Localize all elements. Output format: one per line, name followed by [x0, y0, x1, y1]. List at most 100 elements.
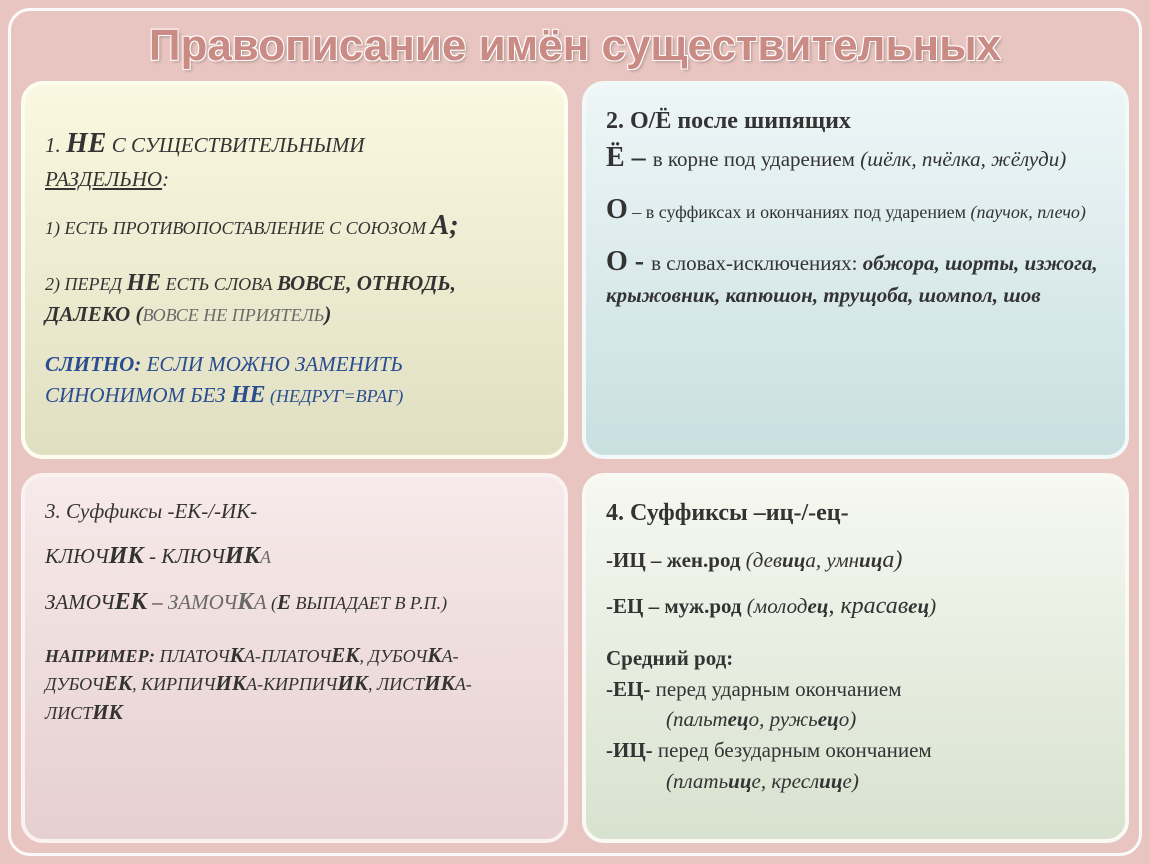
- outer-frame: Правописание имён существительных 1. НЕ …: [8, 8, 1142, 856]
- t: ЕК: [115, 589, 147, 615]
- card-ek-ik: 3. Суффиксы -ЕК-/-ИК- КЛЮЧИК - КЛЮЧИКА З…: [21, 473, 568, 843]
- c4-mid: Средний род:: [606, 644, 1105, 672]
- t: иц: [782, 548, 805, 572]
- c1-line4: 2) ПЕРЕД НЕ ЕСТЬ СЛОВА ВОВСЕ, ОТНЮДЬ, ДА…: [45, 267, 544, 328]
- c1-line5: СЛИТНО: ЕСЛИ МОЖНО ЗАМЕНИТЬ СИНОНИМОМ БЕ…: [45, 350, 544, 411]
- t: -ИЦ-: [606, 738, 658, 762]
- c3-r2: ЗАМОЧЕК – ЗАМОЧКА (Е ВЫПАДАЕТ В Р.П.): [45, 586, 544, 618]
- t: иц: [859, 548, 882, 572]
- t: (: [267, 593, 278, 613]
- t: ): [929, 594, 936, 618]
- c2-r3b: в словах-исключениях:: [651, 251, 863, 275]
- c1-p1a: 1) ЕСТЬ ПРОТИВОПОСТАВЛЕНИЕ С СОЮЗОМ: [45, 218, 431, 238]
- c3-r1: КЛЮЧИК - КЛЮЧИКА: [45, 540, 544, 572]
- t: иц: [728, 769, 751, 793]
- c2-o1: О: [606, 194, 628, 225]
- t: ВЫПАДАЕТ В Р.П.): [291, 593, 447, 613]
- t: -ИЦ – жен.род: [606, 548, 746, 572]
- c1-cp: ): [324, 302, 331, 326]
- c1-ne3: НЕ: [231, 382, 266, 408]
- c2-r2c: (паучок, плечо): [971, 202, 1086, 222]
- c1-ne: НЕ: [66, 128, 106, 159]
- t: е, кресл: [752, 769, 820, 793]
- c1-colon: :: [162, 167, 169, 191]
- t: ИК: [424, 671, 455, 695]
- c1-a: А;: [431, 210, 459, 241]
- t: ИК: [216, 671, 247, 695]
- t: ИК: [109, 543, 144, 569]
- t: , ЛИСТ: [368, 674, 424, 694]
- t: А: [254, 590, 267, 614]
- t: перед безударным окончанием: [658, 738, 932, 762]
- t: К: [427, 643, 441, 667]
- t: ПЛАТОЧ: [155, 646, 230, 666]
- t: -ЕЦ-: [606, 677, 656, 701]
- c1-num: 1.: [45, 133, 66, 157]
- t: ИК: [337, 671, 368, 695]
- c1-ne2: НЕ: [126, 270, 161, 296]
- c1-ex: ВОВСЕ НЕ ПРИЯТЕЛЬ: [142, 305, 324, 325]
- t: (пальт: [666, 707, 728, 731]
- c1-slitno: СЛИТНО:: [45, 352, 141, 376]
- t: а, умн: [805, 548, 859, 572]
- t: ЗАМОЧ: [168, 590, 238, 614]
- c1-ned: (НЕДРУГ=ВРАГ): [266, 386, 404, 406]
- t: а): [882, 547, 902, 573]
- card-its-ets: 4. Суффиксы –иц-/-ец- -ИЦ – жен.род (дев…: [582, 473, 1129, 843]
- c2-r2b: – в суффиксах и окончаниях под ударением: [628, 202, 971, 222]
- c4-r1: -ИЦ – жен.род (девица, умница): [606, 544, 1105, 576]
- c1-p2c: ЕСТЬ СЛОВА: [161, 274, 277, 294]
- c2-r2: О – в суффиксах и окончаниях под ударени…: [606, 191, 1105, 229]
- t: , ДУБОЧ: [359, 646, 427, 666]
- t: А: [260, 547, 271, 567]
- t: , красав: [828, 593, 908, 619]
- t: К: [230, 643, 244, 667]
- t: ЕК: [104, 671, 132, 695]
- t: Е: [277, 590, 291, 614]
- c4-r3: -ЕЦ- перед ударным окончанием: [606, 675, 1105, 704]
- t: - КЛЮЧ: [144, 544, 225, 568]
- t: ИК: [225, 543, 260, 569]
- c3-h: 3. Суффиксы -ЕК-/-ИК-: [45, 499, 257, 523]
- card-ne-s-sushch: 1. НЕ С СУЩЕСТВИТЕЛЬНЫМИ РАЗДЕЛЬНО: 1) Е…: [21, 81, 568, 459]
- c2-r1: Ё – в корне под ударением (шёлк, пчёлка,…: [606, 139, 1105, 177]
- c1-line1: 1. НЕ С СУЩЕСТВИТЕЛЬНЫМИ: [45, 125, 544, 163]
- t: ец: [807, 594, 828, 618]
- c2-r3: О - в словах-исключениях: обжора, шорты,…: [606, 243, 1105, 309]
- t: о, ружь: [749, 707, 818, 731]
- c2-yo: Ё –: [606, 142, 653, 173]
- t: К: [237, 589, 253, 615]
- c1-p2a: 2) ПЕРЕД: [45, 274, 126, 294]
- c1-line3: 1) ЕСТЬ ПРОТИВОПОСТАВЛЕНИЕ С СОЮЗОМ А;: [45, 207, 544, 245]
- t: е): [843, 769, 859, 793]
- c1-tail: С СУЩЕСТВИТЕЛЬНЫМИ: [106, 133, 364, 157]
- t: А-ПЛАТОЧ: [244, 646, 331, 666]
- t: ИК: [92, 700, 123, 724]
- c4-r4b: (платьице, креслице): [606, 767, 1105, 796]
- c1-line2: РАЗДЕЛЬНО:: [45, 165, 544, 194]
- t: ЕК: [331, 643, 359, 667]
- c2-head: 2. О/Ё после шипящих: [606, 105, 1105, 137]
- c1-razd: РАЗДЕЛЬНО: [45, 167, 162, 191]
- cards-grid: 1. НЕ С СУЩЕСТВИТЕЛЬНЫМИ РАЗДЕЛЬНО: 1) Е…: [21, 81, 1129, 843]
- t: –: [147, 590, 168, 614]
- t: иц: [819, 769, 842, 793]
- t: о): [839, 707, 857, 731]
- c2-o2: О -: [606, 246, 651, 277]
- t: КЛЮЧ: [45, 544, 109, 568]
- t: А-КИРПИЧ: [246, 674, 337, 694]
- t: -ЕЦ – муж.род: [606, 594, 747, 618]
- c4-r3b: (пальтецо, ружьецо): [606, 705, 1105, 734]
- t: НАПРИМЕР:: [45, 646, 155, 666]
- c4-r4: -ИЦ- перед безударным окончанием: [606, 736, 1105, 765]
- c3-head: 3. Суффиксы -ЕК-/-ИК-: [45, 497, 544, 526]
- t: (молод: [747, 594, 808, 618]
- t: , КИРПИЧ: [132, 674, 215, 694]
- c4-head: 4. Суффиксы –иц-/-ец-: [606, 497, 1105, 529]
- t: ец: [908, 594, 929, 618]
- t: (плать: [666, 769, 728, 793]
- c3-r3: НАПРИМЕР: ПЛАТОЧКА-ПЛАТОЧЕК, ДУБОЧКА-ДУБ…: [45, 641, 544, 727]
- page-title: Правописание имён существительных: [149, 21, 1001, 70]
- t: ец: [818, 707, 839, 731]
- c4-r2: -ЕЦ – муж.род (молодец, красавец): [606, 590, 1105, 622]
